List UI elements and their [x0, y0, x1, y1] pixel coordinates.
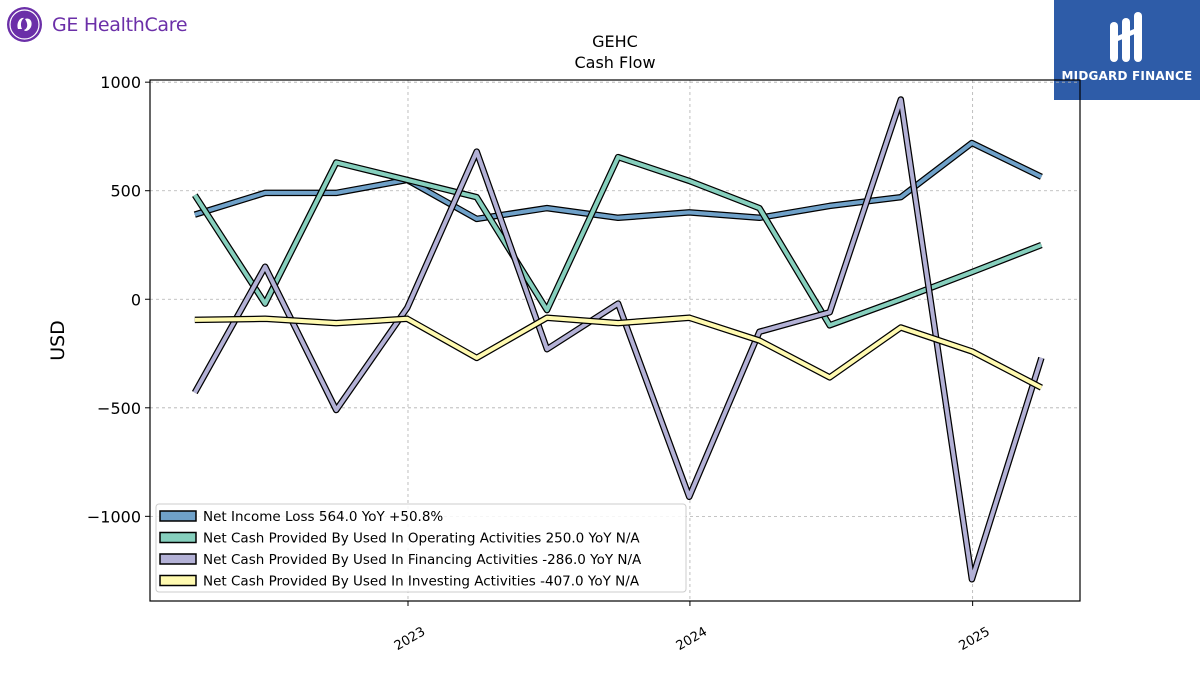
legend-swatch	[159, 510, 197, 522]
y-tick-label: −500	[97, 399, 141, 418]
legend-label: Net Cash Provided By Used In Investing A…	[203, 574, 640, 590]
ge-healthcare-logo: GE HealthCare	[6, 6, 188, 43]
midgard-monogram-icon	[1110, 12, 1142, 62]
series-line	[193, 97, 1044, 582]
legend-swatch	[159, 574, 197, 587]
chart-subtitle: Cash Flow	[574, 53, 655, 72]
series-line	[193, 155, 1043, 328]
y-axis-label: USD	[47, 320, 69, 361]
legend-box	[155, 503, 687, 593]
series-lines	[191, 96, 1045, 583]
axes-frame	[149, 79, 1081, 602]
x-tick-label: 2024	[674, 624, 710, 654]
y-tick-label: −1000	[87, 507, 141, 526]
ge-logo-text: GE HealthCare	[52, 13, 188, 36]
axis-ticks: 1000 500 0 −500 −1000 2023 2024 2025	[87, 73, 993, 654]
y-tick-label: 0	[131, 290, 141, 309]
y-tick-label: 1000	[100, 73, 141, 92]
midgard-logo-text: MIDGARD FINANCE	[1061, 69, 1193, 83]
x-tick-label: 2025	[956, 624, 992, 654]
midgard-finance-logo: MIDGARD FINANCE	[1054, 0, 1200, 100]
legend-swatch	[159, 553, 197, 565]
legend-swatch	[159, 531, 197, 544]
legend-label: Net Income Loss 564.0 YoY +50.8%	[203, 509, 443, 525]
legend-label: Net Cash Provided By Used In Operating A…	[203, 531, 640, 547]
chart-title: GEHC	[592, 32, 638, 51]
legend: Net Income Loss 564.0 YoY +50.8% Net Cash…	[155, 503, 687, 593]
x-tick-label: 2023	[392, 624, 428, 654]
legend-label: Net Cash Provided By Used In Financing A…	[203, 552, 642, 568]
series-line	[194, 141, 1043, 221]
y-tick-label: 500	[110, 182, 141, 201]
ge-monogram-icon	[7, 7, 42, 42]
series-line	[194, 315, 1043, 390]
